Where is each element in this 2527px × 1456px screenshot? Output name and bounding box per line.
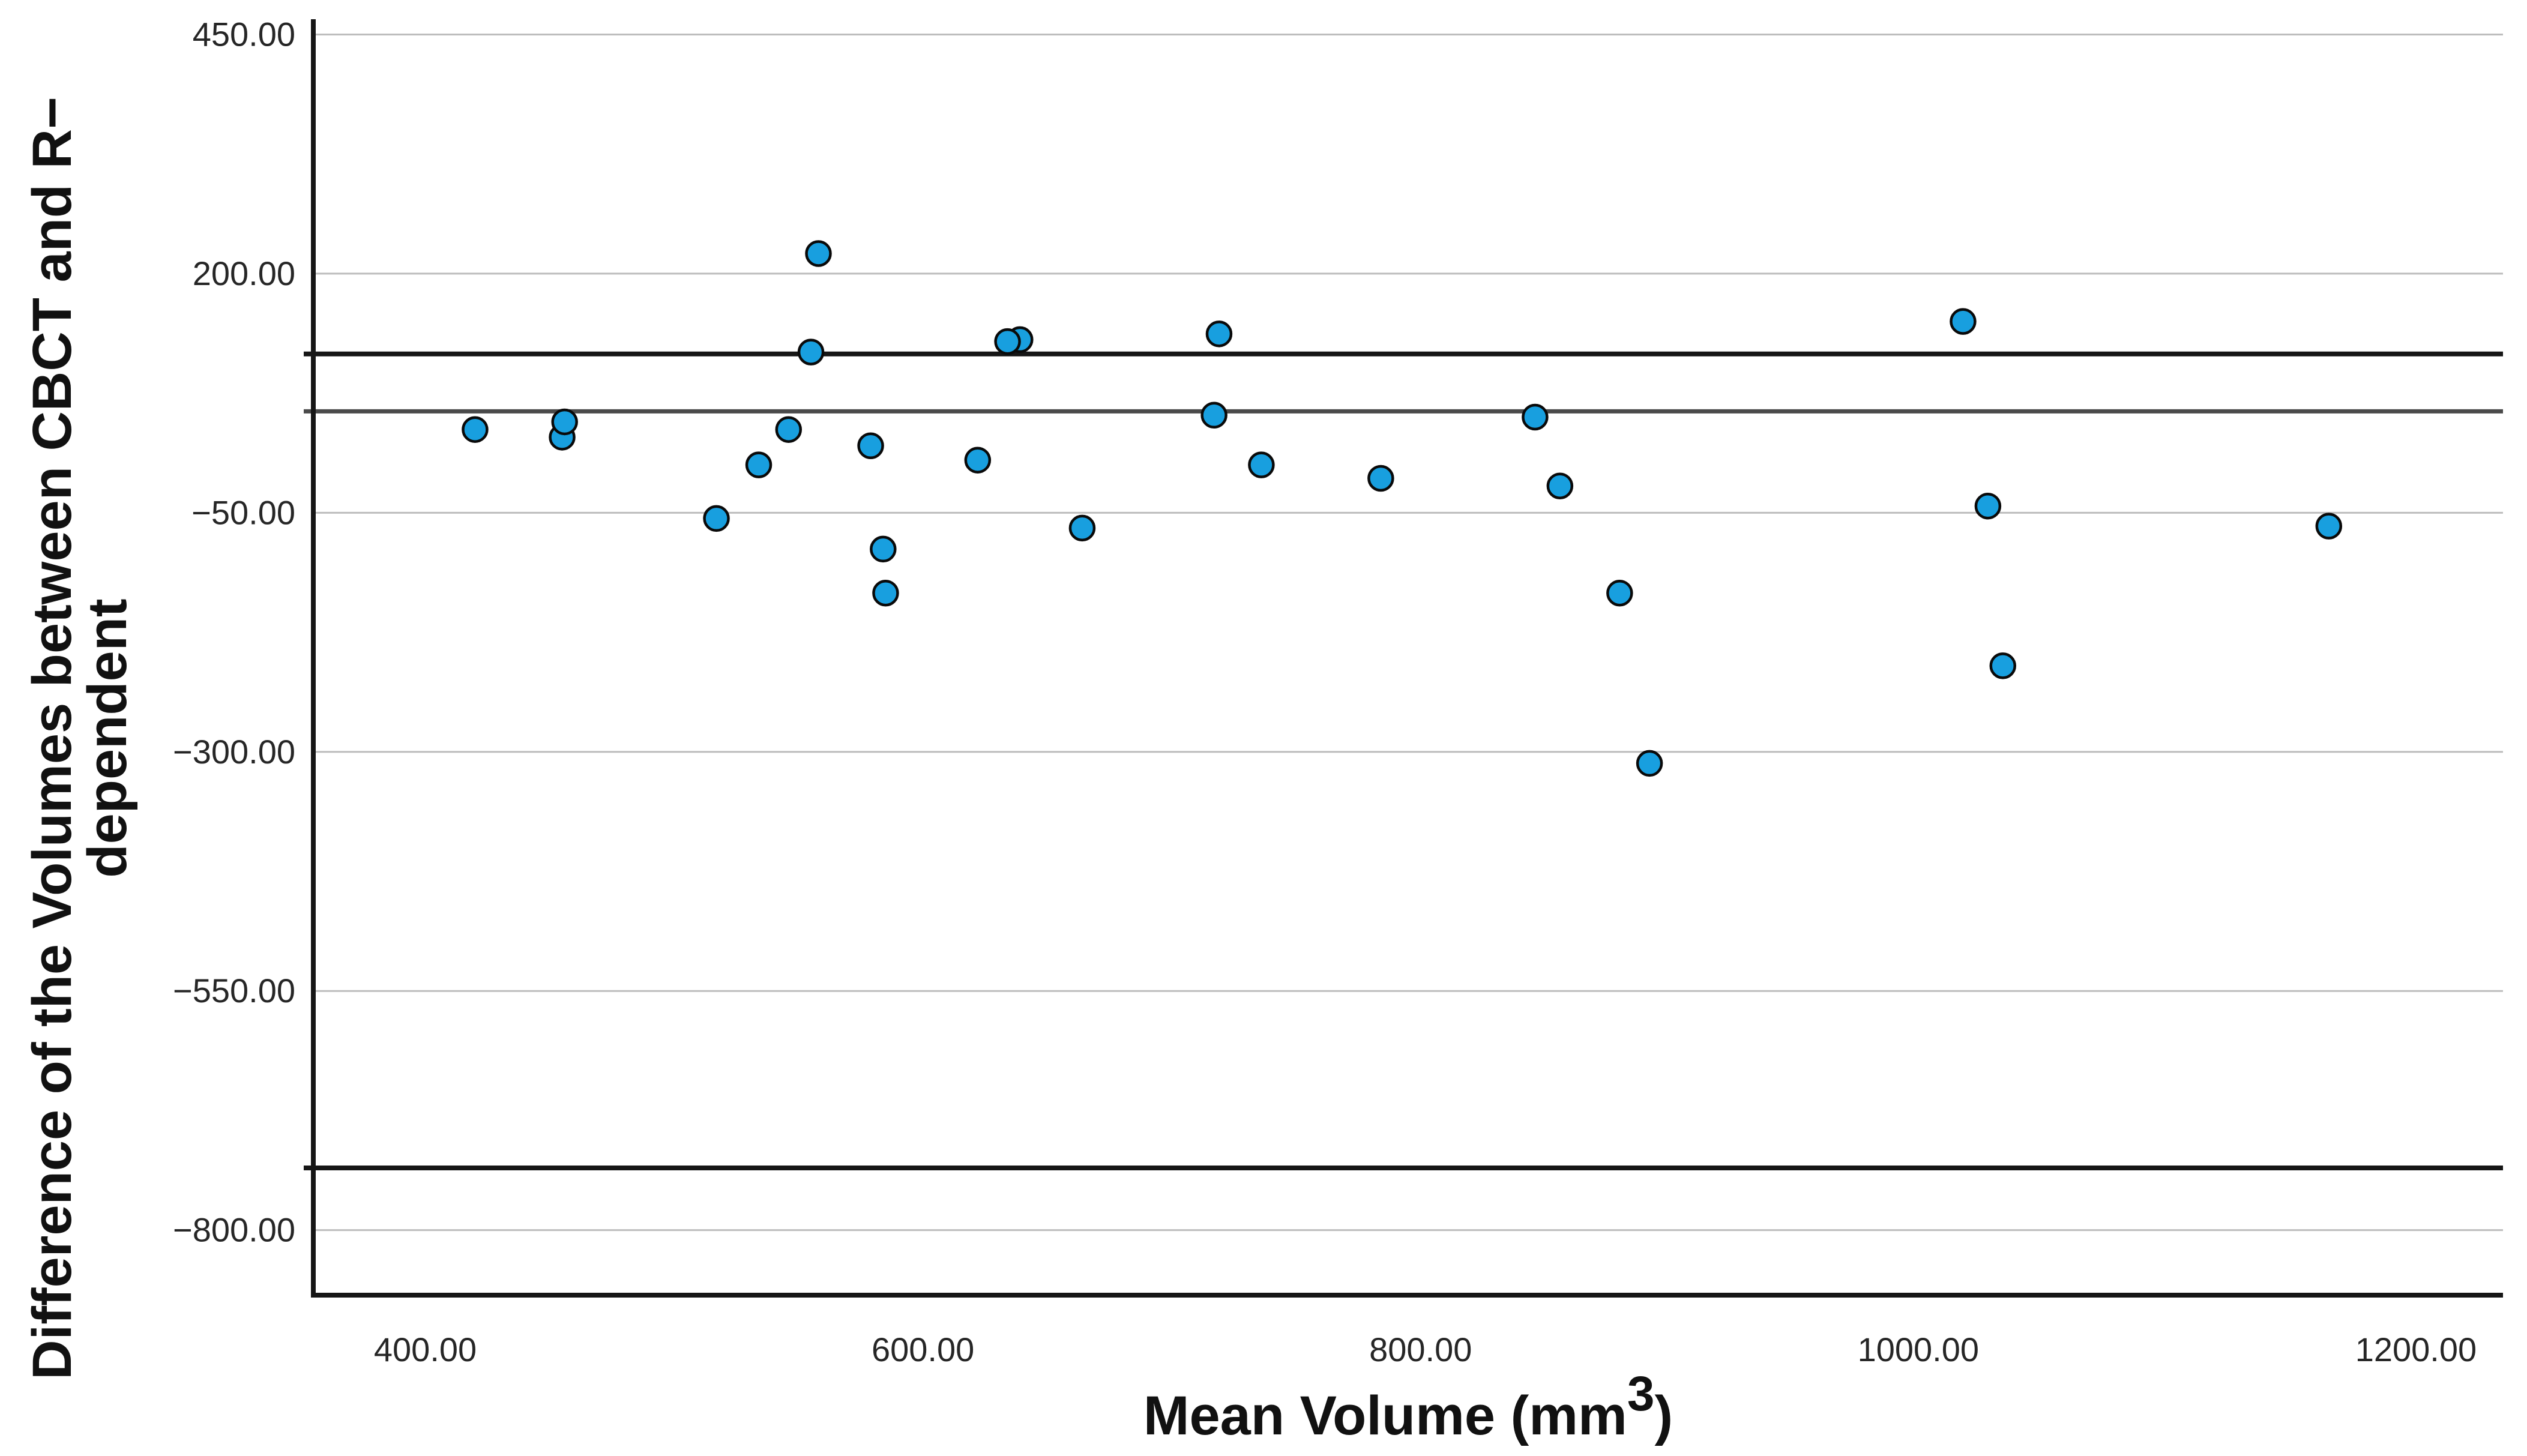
scatter-point: [551, 408, 578, 436]
scatter-point: [2315, 513, 2343, 540]
x-tick-label: 1000.00: [1858, 1331, 1979, 1368]
y-tick-labels: 450.00 200.00 −50.00 −300.00 −550.00 −800.00: [173, 15, 295, 1248]
scatter-point: [857, 432, 884, 460]
scatter-point: [1367, 465, 1394, 492]
x-tick-label: 400.00: [374, 1331, 477, 1368]
scatter-point: [994, 328, 1021, 355]
gridlines: [313, 33, 2503, 1232]
scatter-point: [1522, 403, 1549, 431]
scatter-point: [1200, 402, 1227, 429]
scatter-point: [870, 535, 897, 563]
x-tick-label: 600.00: [872, 1331, 974, 1368]
x-tick-label: 800.00: [1369, 1331, 1472, 1368]
scatter-point: [745, 451, 773, 478]
scatter-point: [805, 240, 832, 267]
x-axis-title: Mean Volume (mm3): [1143, 1367, 1673, 1446]
scatter-points: [462, 240, 2343, 777]
scatter-point: [964, 447, 992, 474]
y-tick-label: −800.00: [173, 1211, 295, 1249]
y-tick-label: 450.00: [193, 15, 295, 53]
scatter-point: [1248, 451, 1275, 478]
scatter-point: [1205, 320, 1233, 347]
reference-lines: [304, 351, 2503, 1171]
scatter-point: [1950, 308, 1977, 335]
scatter-point: [703, 505, 730, 532]
scatter-point: [872, 579, 899, 607]
x-tick-label: 1200.00: [2355, 1331, 2477, 1368]
scatter-point: [462, 416, 489, 443]
scatter-point: [1974, 492, 2002, 520]
y-axis-title-line1: Difference of the Volumes between CBCT a…: [22, 97, 83, 1380]
scatter-point: [775, 416, 803, 443]
y-tick-label: −550.00: [173, 972, 295, 1009]
x-tick-labels: 400.00 600.00 800.00 1000.00 1200.00: [374, 1331, 2477, 1368]
scatter-point: [1546, 472, 1574, 499]
y-tick-label: 200.00: [193, 254, 295, 292]
y-axis-title-line2: dependent: [77, 598, 138, 877]
y-tick-label: −300.00: [173, 733, 295, 771]
scatter-point: [1636, 750, 1663, 777]
scatter-point: [1989, 652, 2017, 679]
y-tick-label: −50.00: [191, 493, 295, 531]
scatter-point: [797, 338, 825, 366]
scatter-point: [1068, 514, 1096, 542]
scatter-point: [1606, 579, 1633, 607]
